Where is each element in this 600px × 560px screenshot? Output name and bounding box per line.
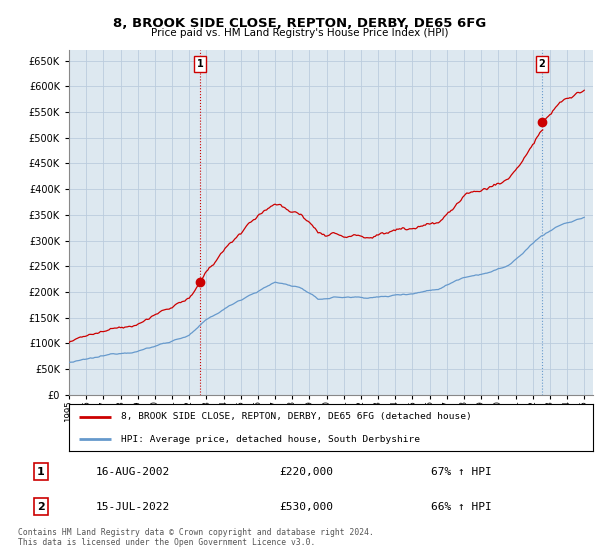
Text: £220,000: £220,000 <box>279 467 333 477</box>
Text: 1: 1 <box>37 467 45 477</box>
Text: 2: 2 <box>37 502 45 511</box>
Text: HPI: Average price, detached house, South Derbyshire: HPI: Average price, detached house, Sout… <box>121 435 421 444</box>
Text: 8, BROOK SIDE CLOSE, REPTON, DERBY, DE65 6FG (detached house): 8, BROOK SIDE CLOSE, REPTON, DERBY, DE65… <box>121 412 472 421</box>
Text: 16-AUG-2002: 16-AUG-2002 <box>96 467 170 477</box>
Text: Contains HM Land Registry data © Crown copyright and database right 2024.
This d: Contains HM Land Registry data © Crown c… <box>18 528 374 547</box>
Text: 1: 1 <box>197 59 203 69</box>
Text: 15-JUL-2022: 15-JUL-2022 <box>96 502 170 511</box>
Text: 67% ↑ HPI: 67% ↑ HPI <box>431 467 492 477</box>
Text: £530,000: £530,000 <box>279 502 333 511</box>
Text: 8, BROOK SIDE CLOSE, REPTON, DERBY, DE65 6FG: 8, BROOK SIDE CLOSE, REPTON, DERBY, DE65… <box>113 17 487 30</box>
Text: 66% ↑ HPI: 66% ↑ HPI <box>431 502 492 511</box>
Text: 2: 2 <box>539 59 545 69</box>
Text: Price paid vs. HM Land Registry's House Price Index (HPI): Price paid vs. HM Land Registry's House … <box>151 28 449 38</box>
